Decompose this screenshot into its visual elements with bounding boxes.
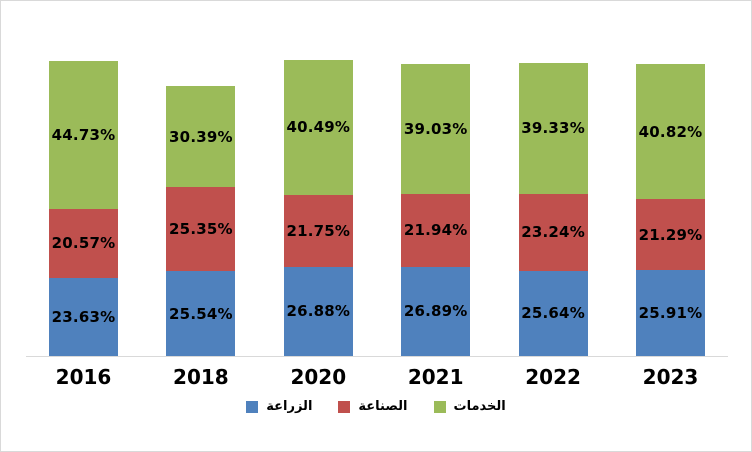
- bar-segment: 44.73%: [49, 60, 118, 210]
- legend-item: الخدمات: [433, 399, 506, 414]
- segment-data-label: 30.39%: [169, 127, 233, 146]
- segment-data-label: 25.54%: [169, 304, 233, 323]
- segment-data-label: 23.24%: [521, 223, 585, 242]
- segment-data-label: 25.64%: [521, 304, 585, 323]
- bar-segment: 25.64%: [518, 270, 588, 356]
- bar-segment: 23.63%: [49, 277, 118, 356]
- segment-data-label: 21.94%: [403, 221, 468, 240]
- x-axis-tick-label: 2018: [173, 365, 229, 389]
- bar-segment: 39.33%: [518, 63, 588, 194]
- segment-data-label: 39.33%: [521, 119, 585, 138]
- bar-column: 25.54% 25.35% 30.39%: [166, 86, 236, 356]
- segment-data-label: 23.63%: [51, 307, 116, 326]
- bar-column: 25.91% 21.29% 40.82%: [636, 63, 705, 356]
- bar-column: 23.63% 20.57% 44.73%: [49, 60, 118, 356]
- bar-segment: 30.39%: [166, 86, 236, 188]
- bar-column: 26.88% 21.75% 40.49%: [283, 60, 353, 356]
- x-axis-tick-label: 2020: [290, 365, 347, 389]
- segment-data-label: 25.91%: [638, 303, 703, 322]
- bar-segment: 25.35%: [166, 187, 236, 272]
- bar-segment: 20.57%: [49, 209, 118, 278]
- legend-item: الزراعة: [246, 399, 312, 414]
- segment-data-label: 40.49%: [286, 118, 351, 137]
- segment-data-label: 25.35%: [169, 220, 233, 239]
- legend-swatch: [338, 400, 351, 413]
- segment-data-label: 20.57%: [51, 234, 116, 253]
- x-axis-tick-label: 2016: [55, 365, 112, 389]
- x-axis-tick-label: 2021: [407, 365, 464, 389]
- segment-data-label: 26.89%: [403, 302, 468, 321]
- bar-segment: 21.75%: [283, 194, 353, 267]
- bar-segment: 21.94%: [401, 193, 471, 267]
- bar-segment: 26.89%: [401, 266, 471, 356]
- bar-segment: 21.29%: [636, 199, 705, 270]
- bar-column: 25.64% 23.24% 39.33%: [518, 63, 588, 356]
- segment-data-label: 39.03%: [403, 120, 468, 139]
- bar-segment: 26.88%: [283, 266, 353, 356]
- segment-data-label: 26.88%: [286, 302, 351, 321]
- legend-item: الصناعة: [338, 399, 408, 414]
- bar-segment: 40.49%: [283, 60, 353, 195]
- legend-swatch: [246, 400, 259, 413]
- bar-segment: 23.24%: [518, 193, 588, 271]
- bar-column: 26.89% 21.94% 39.03%: [401, 64, 471, 356]
- x-axis-line: [26, 356, 728, 357]
- segment-data-label: 44.73%: [51, 126, 116, 145]
- legend-label: الصناعة: [358, 399, 408, 414]
- x-axis-tick-label: 2022: [525, 365, 581, 389]
- segment-data-label: 21.75%: [286, 221, 351, 240]
- legend-label: الخدمات: [453, 399, 506, 414]
- chart-legend: الزراعة الصناعة الخدمات: [1, 399, 751, 414]
- segment-data-label: 21.29%: [638, 225, 703, 244]
- bar-segment: 25.91%: [636, 269, 705, 356]
- segment-data-label: 40.82%: [638, 122, 703, 141]
- legend-label: الزراعة: [266, 399, 313, 414]
- x-axis-tick-label: 2023: [642, 365, 699, 389]
- bar-segment: 40.82%: [636, 63, 705, 200]
- bar-segment: 39.03%: [401, 64, 471, 194]
- bar-segment: 25.54%: [166, 271, 236, 356]
- legend-swatch: [433, 400, 446, 413]
